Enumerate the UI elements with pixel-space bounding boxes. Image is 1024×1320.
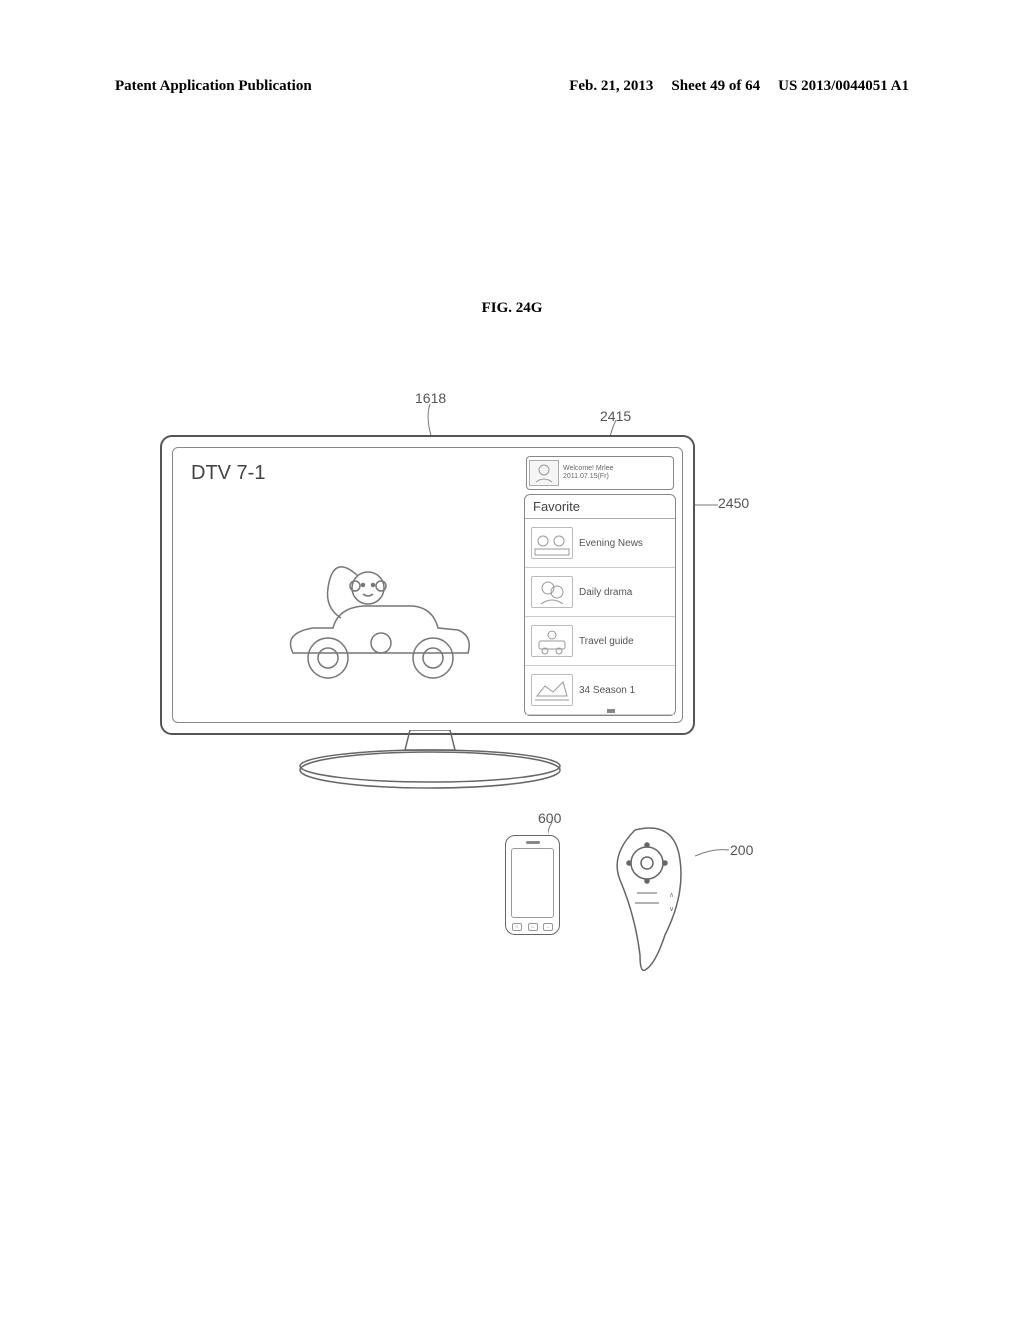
header-right: Feb. 21, 2013 Sheet 49 of 64 US 2013/004… <box>569 78 909 95</box>
page-header: Patent Application Publication Feb. 21, … <box>115 78 909 95</box>
mobile-phone: ≡ ⌂ ← <box>505 835 560 935</box>
leader-2450 <box>694 502 720 508</box>
tv-monitor: DTV 7-1 <box>160 435 695 735</box>
pub-number: US 2013/0044051 A1 <box>778 78 909 95</box>
favorites-panel: Favorite Evening News Daily drama <box>524 494 676 716</box>
svg-text:∧: ∧ <box>669 891 674 899</box>
welcome-line1: Welcome! Mrlee <box>563 465 613 473</box>
figure-label: FIG. 24G <box>482 300 543 317</box>
tv-screen: DTV 7-1 <box>172 447 683 723</box>
channel-label: DTV 7-1 <box>191 462 265 485</box>
scroll-indicator-icon <box>607 709 615 713</box>
favorite-item[interactable]: Evening News <box>525 519 675 568</box>
favorites-title: Favorite <box>525 495 675 519</box>
favorite-item[interactable]: 34 Season 1 <box>525 666 675 715</box>
phone-home-icon: ⌂ <box>528 923 538 931</box>
favorite-label: Evening News <box>579 538 643 549</box>
favorite-label: Travel guide <box>579 636 634 647</box>
drama-thumb-icon <box>531 576 573 608</box>
figure-area: 1618 2415 2450 600 200 DTV 7-1 <box>160 390 860 990</box>
favorite-item[interactable]: Travel guide <box>525 617 675 666</box>
car-drawing <box>273 548 483 688</box>
remote-control: ∧ ∨ <box>585 825 695 975</box>
ref-2450: 2450 <box>718 495 749 511</box>
leader-200 <box>695 848 731 860</box>
phone-buttons: ≡ ⌂ ← <box>506 923 559 931</box>
phone-menu-icon: ≡ <box>512 923 522 931</box>
welcome-box: Welcome! Mrlee 2011.07.15(Fr) <box>526 456 674 490</box>
favorite-item[interactable]: Daily drama <box>525 568 675 617</box>
pub-date: Feb. 21, 2013 <box>569 78 653 95</box>
svg-text:∨: ∨ <box>669 905 674 913</box>
phone-back-icon: ← <box>543 923 553 931</box>
pub-type: Patent Application Publication <box>115 78 312 95</box>
travel-thumb-icon <box>531 625 573 657</box>
ref-200: 200 <box>730 842 753 858</box>
favorite-label: Daily drama <box>579 587 632 598</box>
tv-stand <box>280 730 580 795</box>
welcome-avatar-icon <box>529 460 559 486</box>
sheet-number: Sheet 49 of 64 <box>671 78 760 95</box>
news-thumb-icon <box>531 527 573 559</box>
favorite-label: 34 Season 1 <box>579 685 635 696</box>
phone-speaker-icon <box>526 841 540 844</box>
phone-screen <box>511 848 554 918</box>
welcome-line2: 2011.07.15(Fr) <box>563 473 613 481</box>
welcome-text: Welcome! Mrlee 2011.07.15(Fr) <box>563 465 613 482</box>
series-thumb-icon <box>531 674 573 706</box>
